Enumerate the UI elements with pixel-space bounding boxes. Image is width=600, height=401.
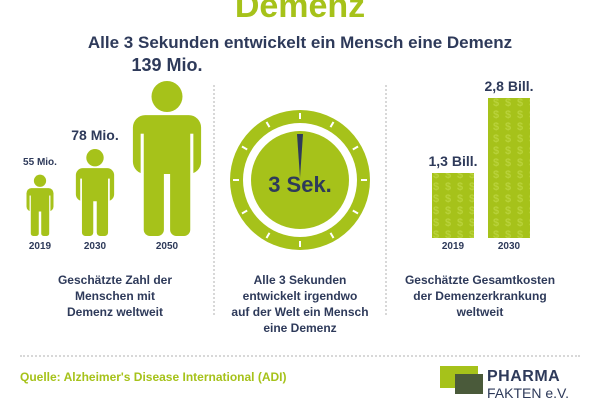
clock-label: 3 Sek.: [268, 172, 332, 197]
clock-tick: [352, 209, 359, 215]
people-figures: [26, 81, 202, 236]
person-figure: [132, 81, 202, 236]
people-year-label: 2030: [83, 241, 107, 252]
clock-tick: [265, 232, 271, 239]
page-subtitle: Alle 3 Sekunden entwickelt ein Mensch ei…: [87, 33, 513, 52]
people-caption-line: Geschätzte Zahl der: [57, 273, 173, 287]
people-value-label: 78 Mio.: [71, 127, 119, 144]
clock-ticks: [233, 113, 367, 247]
cost-value-label: 2,8 Bill.: [484, 78, 534, 94]
people-caption: Geschätzte Zahl der Menschen mit Demenz …: [20, 272, 210, 320]
pharma-fakten-logo: [440, 366, 483, 394]
clock-tick: [265, 121, 271, 128]
source-note: Quelle: Alzheimer's Disease Internationa…: [20, 370, 287, 384]
clock-caption-line: entwickelt irgendwo: [242, 289, 358, 303]
people-year-label: 2050: [155, 241, 179, 252]
people-caption-line: Menschen mit: [74, 289, 155, 303]
cost-bar: [432, 173, 474, 238]
logo-text-line2: FAKTEN e.V.: [487, 385, 569, 401]
cost-value-label: 1,3 Bill.: [428, 153, 478, 169]
footer-divider: [20, 355, 580, 357]
clock-hand: [297, 134, 303, 178]
people-caption-line: Demenz weltweit: [66, 305, 164, 319]
cost-year-label: 2019: [441, 241, 465, 252]
clock-caption-line: Alle 3 Sekunden: [253, 273, 347, 287]
cost-bar: [488, 98, 530, 238]
divider-left: [213, 85, 215, 315]
logo-text-line1: PHARMA: [487, 368, 561, 385]
costs-caption-line: der Demenzerkrankung: [413, 289, 547, 303]
costs-caption-line: weltweit: [456, 305, 504, 319]
page-title: Demenz: [234, 0, 366, 25]
person-figure: [75, 149, 115, 236]
people-value-label: 139 Mio.: [131, 55, 203, 75]
cost-bars: [432, 98, 530, 238]
clock-tick: [241, 209, 248, 215]
clock-tick: [352, 145, 359, 151]
people-value-label: 55 Mio.: [23, 156, 57, 168]
clock-caption: Alle 3 Sekunden entwickelt irgendwo auf …: [205, 272, 395, 336]
clock-caption-line: auf der Welt ein Mensch: [231, 305, 369, 319]
person-figure: [26, 174, 54, 236]
clock-center: [251, 131, 349, 229]
divider-right: [385, 85, 387, 315]
clock-caption-line: eine Demenz: [263, 321, 337, 335]
clock-tick: [241, 145, 248, 151]
clock-icon: [230, 110, 370, 250]
clock-tick: [329, 232, 335, 239]
cost-year-label: 2030: [497, 241, 521, 252]
people-year-label: 2019: [28, 241, 52, 252]
costs-caption: Geschätzte Gesamtkosten der Demenzerkran…: [385, 272, 575, 320]
clock-tick: [329, 121, 335, 128]
costs-caption-line: Geschätzte Gesamtkosten: [404, 273, 556, 287]
logo-square-dark: [455, 374, 483, 394]
